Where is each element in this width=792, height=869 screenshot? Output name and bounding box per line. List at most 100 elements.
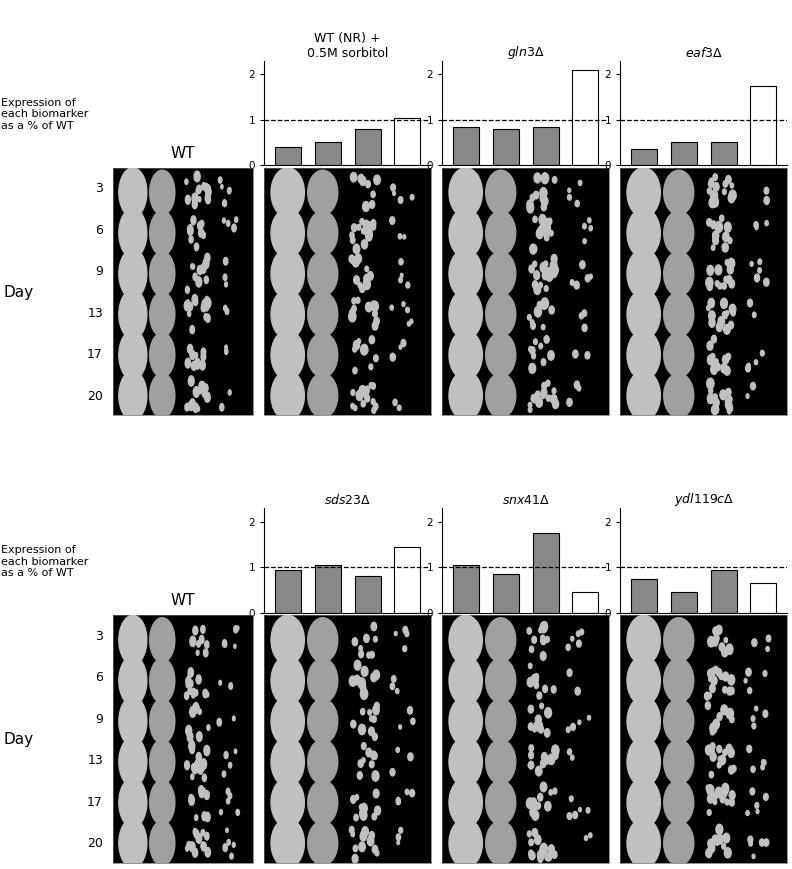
Circle shape [535, 193, 539, 197]
Circle shape [531, 804, 537, 812]
Circle shape [534, 339, 537, 344]
Circle shape [580, 629, 584, 635]
Circle shape [396, 747, 399, 753]
Circle shape [205, 296, 209, 303]
Circle shape [371, 673, 377, 681]
Circle shape [192, 193, 198, 203]
Circle shape [271, 778, 304, 827]
Circle shape [361, 667, 368, 676]
Text: 6: 6 [95, 671, 103, 684]
Circle shape [354, 814, 358, 821]
Circle shape [728, 674, 735, 685]
Circle shape [527, 678, 534, 687]
Circle shape [546, 852, 552, 861]
Circle shape [366, 231, 372, 241]
Circle shape [271, 696, 304, 746]
Circle shape [360, 810, 367, 820]
Circle shape [542, 382, 546, 389]
Circle shape [368, 272, 372, 279]
Circle shape [664, 292, 694, 336]
Circle shape [541, 173, 549, 183]
Circle shape [764, 187, 769, 194]
Circle shape [188, 226, 193, 235]
Circle shape [375, 806, 380, 815]
Circle shape [578, 181, 582, 185]
Circle shape [308, 374, 337, 418]
Circle shape [723, 749, 727, 755]
Circle shape [357, 772, 362, 779]
Circle shape [545, 225, 550, 233]
Circle shape [535, 682, 539, 688]
Circle shape [185, 358, 191, 368]
Circle shape [271, 656, 304, 706]
Title: $sds23\Delta$: $sds23\Delta$ [324, 494, 371, 507]
Circle shape [664, 251, 694, 296]
Circle shape [712, 361, 717, 368]
Circle shape [725, 260, 729, 266]
Circle shape [627, 656, 661, 706]
Circle shape [766, 647, 769, 652]
Circle shape [725, 398, 731, 405]
Circle shape [714, 182, 719, 191]
Circle shape [763, 278, 769, 286]
Circle shape [711, 405, 718, 415]
Circle shape [588, 833, 592, 838]
Circle shape [371, 716, 376, 722]
Circle shape [366, 181, 371, 188]
Circle shape [717, 746, 722, 753]
Circle shape [390, 768, 395, 776]
Bar [671, 593, 697, 613]
Circle shape [539, 627, 543, 633]
Circle shape [723, 181, 728, 187]
Title: $ydl119c\Delta$: $ydl119c\Delta$ [674, 491, 734, 508]
Circle shape [717, 713, 722, 720]
Circle shape [226, 828, 228, 833]
Circle shape [369, 382, 373, 388]
Circle shape [233, 716, 235, 720]
Circle shape [710, 364, 718, 375]
Bar [631, 149, 657, 165]
Circle shape [535, 715, 541, 724]
Circle shape [351, 795, 356, 803]
Circle shape [227, 221, 230, 226]
Circle shape [544, 335, 549, 343]
Circle shape [485, 251, 516, 296]
Circle shape [543, 219, 549, 227]
Circle shape [360, 805, 363, 810]
Circle shape [199, 388, 202, 394]
Circle shape [348, 311, 356, 322]
Circle shape [190, 399, 195, 408]
Circle shape [568, 195, 571, 200]
Circle shape [540, 846, 546, 855]
Text: 13: 13 [87, 754, 103, 767]
Circle shape [725, 176, 731, 183]
Circle shape [410, 319, 413, 323]
Circle shape [570, 280, 574, 285]
Circle shape [664, 699, 694, 744]
Circle shape [399, 277, 402, 282]
Circle shape [189, 842, 195, 852]
Circle shape [542, 324, 545, 329]
Circle shape [531, 322, 535, 329]
Circle shape [364, 386, 369, 394]
Circle shape [713, 236, 718, 245]
Circle shape [713, 231, 719, 240]
Circle shape [707, 188, 711, 194]
Circle shape [200, 760, 206, 770]
Circle shape [714, 721, 718, 727]
Circle shape [271, 209, 304, 258]
Circle shape [185, 846, 188, 852]
Circle shape [543, 271, 548, 280]
Circle shape [360, 832, 367, 841]
Circle shape [707, 282, 712, 290]
Circle shape [664, 780, 694, 825]
Circle shape [707, 342, 713, 350]
Circle shape [528, 706, 534, 713]
Circle shape [580, 313, 584, 319]
Circle shape [189, 794, 193, 801]
Circle shape [150, 170, 175, 215]
Circle shape [711, 245, 715, 250]
Circle shape [204, 640, 209, 648]
Circle shape [748, 841, 752, 846]
Circle shape [119, 778, 147, 827]
